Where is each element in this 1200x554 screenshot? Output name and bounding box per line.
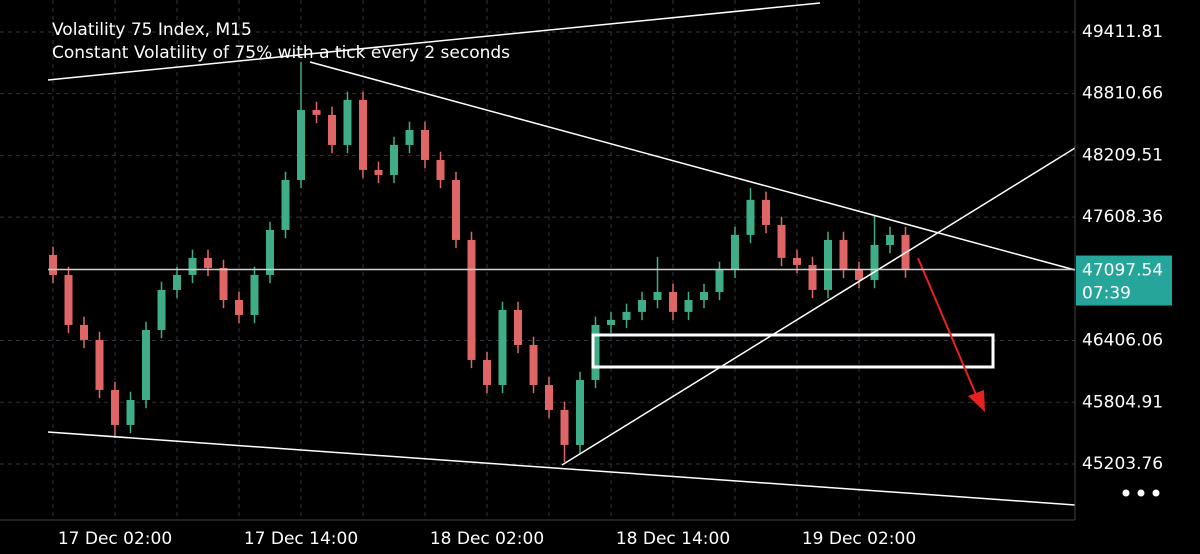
candle-body [80,324,88,340]
candle-body [824,239,832,290]
y-tick-label: 47608.36 [1082,207,1163,227]
candle-body [622,311,631,320]
candle-body [142,329,150,400]
candle-body [111,389,119,425]
x-tick-label: 17 Dec 02:00 [58,529,172,549]
y-tick-label: 48810.66 [1082,84,1163,104]
candle-body [638,299,646,312]
candle-body [808,264,817,290]
candle-body [870,244,879,280]
x-tick-label: 19 Dec 02:00 [802,529,916,549]
candle-body [700,291,708,300]
candle-body [529,344,538,385]
dot [1137,489,1145,497]
candle-body [188,257,197,275]
y-tick-label: 48209.51 [1082,145,1163,165]
arrow-line [917,257,978,398]
candle-body [390,144,398,175]
dot [1152,489,1160,497]
trend-line [47,2,821,81]
x-tick-label: 18 Dec 02:00 [430,529,544,549]
candle-body [281,179,290,230]
candle-body [467,239,476,360]
candle-body [297,109,305,180]
candle-body [452,179,460,240]
candle-body [359,99,367,170]
candle-body [560,409,569,445]
candle-body [266,229,274,275]
candle-body [514,309,522,345]
price-label: 47097.54 [1082,261,1163,281]
arrow-head [968,390,985,412]
chart-title: Volatility 75 Index, M15 [52,20,252,40]
candle-body [669,291,677,312]
y-tick-label: 45203.76 [1082,454,1163,474]
y-tick-label: 45804.91 [1082,392,1163,412]
candle-body [498,309,507,385]
candle-body [715,269,724,292]
candle-body [312,109,321,115]
candle-body [374,169,383,175]
trend-line [561,147,1076,466]
zone-box [591,333,995,369]
candle-body [855,269,863,280]
countdown: 07:39 [1082,284,1131,304]
candle-body [653,291,662,300]
candle-body [483,359,491,385]
candle-body [219,267,228,300]
candle-body [886,234,894,245]
candle-body [405,129,414,145]
x-tick-label: 17 Dec 14:00 [244,529,358,549]
drawings [47,2,1076,506]
candle-body [64,274,73,325]
candle-body [328,114,336,145]
candle-body [343,99,352,145]
candle-body [684,299,693,312]
candle-body [607,319,615,325]
candle-body [436,159,445,180]
candle-body [250,274,259,315]
candle-body [235,299,243,315]
candle-body [157,289,166,330]
grid [0,0,1075,520]
candle-body [49,254,57,275]
more-menu[interactable] [1122,489,1160,497]
candle-body [762,199,770,225]
candle-body [126,399,135,425]
dot [1122,489,1130,497]
chart-subtitle: Constant Volatility of 75% with a tick e… [52,43,510,63]
candle-body [173,274,181,290]
price-label-box [1076,255,1172,306]
trend-line [309,61,1076,271]
candle-body [793,257,801,265]
candle-body [731,234,739,270]
y-tick-label: 49411.81 [1082,22,1163,42]
candle-body [545,384,553,410]
candle-body [746,199,755,235]
candle-body [204,257,212,268]
candle-body [95,339,104,390]
candle-body [421,129,429,160]
candle-body [591,324,600,380]
y-tick-label: 46406.06 [1082,331,1163,351]
trend-line [47,431,1076,506]
candles [49,61,910,462]
candle-body [576,379,584,445]
candle-body [839,239,848,270]
candle-body [777,224,786,258]
x-tick-label: 18 Dec 14:00 [616,529,730,549]
